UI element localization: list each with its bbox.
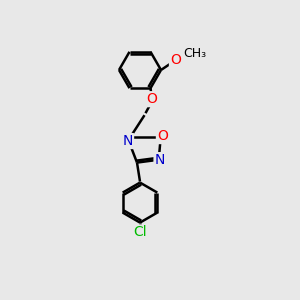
- Text: O: O: [157, 129, 168, 143]
- Text: Cl: Cl: [133, 225, 147, 239]
- Text: O: O: [170, 53, 181, 67]
- Text: N: N: [123, 134, 133, 148]
- Text: N: N: [154, 153, 165, 167]
- Text: O: O: [146, 92, 157, 106]
- Text: CH₃: CH₃: [183, 47, 206, 60]
